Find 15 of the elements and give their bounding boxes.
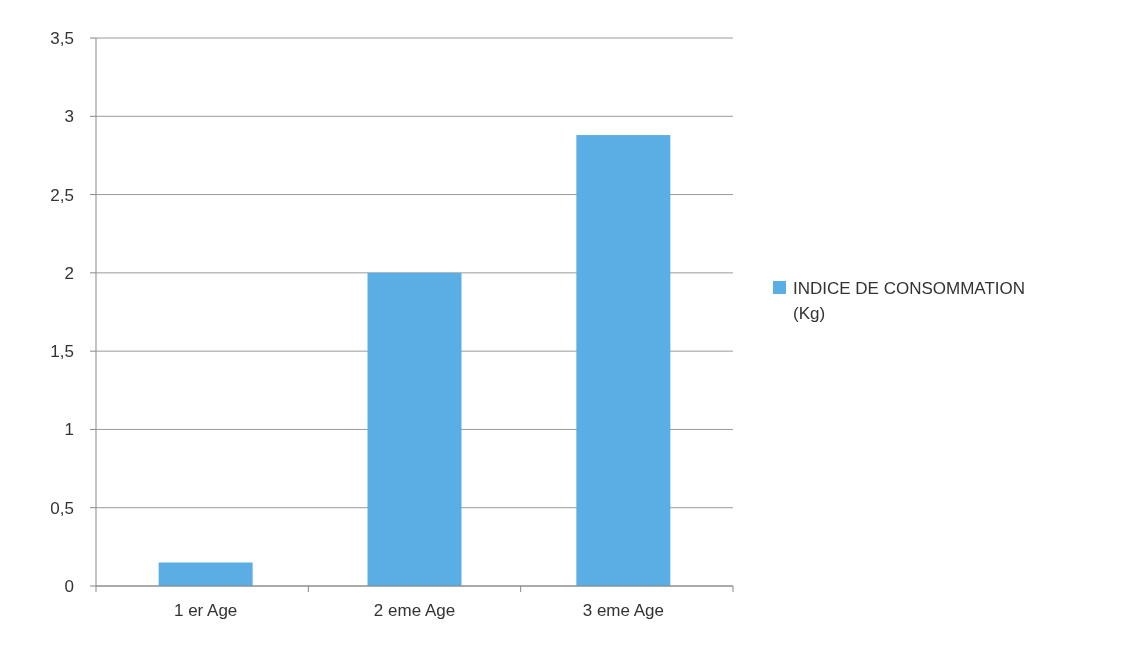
y-tick-label: 3,5	[50, 28, 74, 48]
y-tick-label: 1	[64, 420, 74, 440]
y-tick-label: 0	[64, 576, 74, 596]
bar	[158, 562, 253, 586]
legend-label: INDICE DE CONSOMMATION (Kg)	[793, 278, 1026, 324]
y-tick-label: 2,5	[50, 185, 74, 205]
y-tick-label: 1,5	[50, 342, 74, 362]
x-tick-label: 1 er Age	[173, 601, 238, 620]
x-tick-label: 2 eme Age	[373, 601, 456, 620]
y-tick-label: 3	[64, 107, 74, 127]
bar	[367, 272, 462, 586]
bar	[576, 135, 671, 586]
x-tick-label: 3 eme Age	[582, 601, 664, 620]
y-tick-label: 0,5	[50, 498, 74, 518]
y-tick-label: 2	[64, 263, 74, 283]
